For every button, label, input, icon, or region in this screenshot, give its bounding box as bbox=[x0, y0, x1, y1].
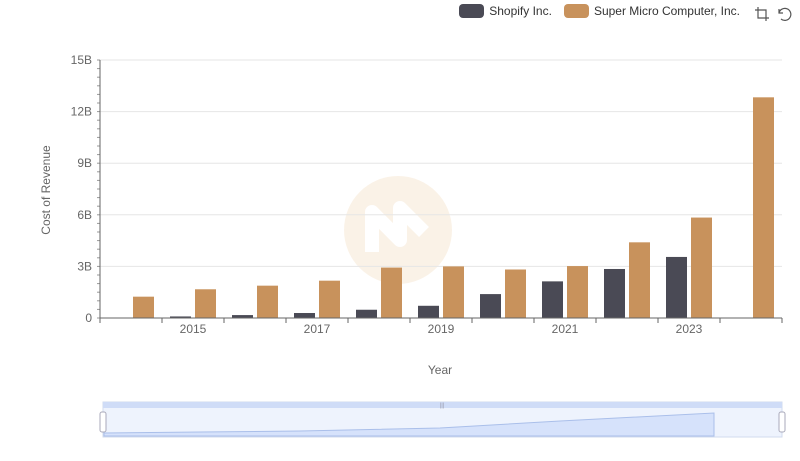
bar-super-micro-2020 bbox=[505, 269, 526, 318]
bar-shopify-2016 bbox=[232, 315, 253, 318]
watermark-logo bbox=[344, 176, 452, 284]
x-tick-label: 2021 bbox=[552, 322, 579, 336]
x-axis-title: Year bbox=[428, 363, 452, 377]
bar-super-micro-2014 bbox=[133, 296, 154, 318]
legend-label: Shopify Inc. bbox=[489, 4, 552, 18]
bar-shopify-2018 bbox=[356, 309, 377, 318]
y-tick-label: 12B bbox=[71, 105, 92, 119]
y-tick-label: 9B bbox=[77, 156, 92, 170]
y-tick-label: 3B bbox=[77, 259, 92, 273]
x-tick-label: 2017 bbox=[304, 322, 331, 336]
y-axis-title: Cost of Revenue bbox=[39, 145, 53, 235]
data-zoom-icon[interactable] bbox=[754, 6, 770, 22]
axes: 0 3B 6B 9B 12B 15B 2015 2017 2019 2021 2023 bbox=[71, 53, 783, 336]
slider-data-shadow bbox=[103, 412, 715, 437]
bar-super-micro-2017 bbox=[319, 280, 340, 318]
legend-item-super-micro[interactable]: Super Micro Computer, Inc. bbox=[563, 4, 740, 18]
slider-grip-icon[interactable]: ||| bbox=[440, 403, 445, 409]
y-tick-label: 15B bbox=[71, 53, 92, 67]
slider-handle-left[interactable] bbox=[99, 411, 107, 433]
bar-shopify-2022 bbox=[604, 268, 625, 318]
x-tick-label: 2019 bbox=[428, 322, 455, 336]
bar-shopify-2019 bbox=[418, 305, 439, 318]
bar-super-micro-2023 bbox=[691, 217, 712, 318]
bar-shopify-2015 bbox=[170, 316, 191, 318]
x-tick-label: 2015 bbox=[180, 322, 207, 336]
bar-super-micro-2022 bbox=[629, 242, 650, 318]
legend: Shopify Inc. Super Micro Computer, Inc. bbox=[459, 4, 740, 18]
bar-super-micro-2018 bbox=[381, 267, 402, 318]
gridlines bbox=[100, 59, 782, 267]
bar-shopify-2021 bbox=[542, 281, 563, 318]
slider-top-bar[interactable] bbox=[103, 402, 782, 408]
x-tick-label: 2023 bbox=[676, 322, 703, 336]
legend-swatch-shopify bbox=[459, 4, 485, 18]
legend-label: Super Micro Computer, Inc. bbox=[593, 4, 740, 18]
data-zoom-slider[interactable]: ||| bbox=[99, 401, 786, 438]
y-tick-label: 0 bbox=[85, 311, 92, 325]
bar-shopify-2023 bbox=[666, 256, 687, 318]
bar-shopify-2017 bbox=[294, 313, 315, 318]
restore-icon[interactable] bbox=[776, 6, 792, 22]
bar-super-micro-2016 bbox=[257, 285, 278, 318]
bar-shopify-2020 bbox=[480, 294, 501, 318]
legend-item-shopify[interactable]: Shopify Inc. bbox=[459, 4, 552, 18]
bar-super-micro-2015 bbox=[195, 289, 216, 318]
bars bbox=[133, 97, 774, 318]
slider-handle-right[interactable] bbox=[778, 411, 786, 433]
toolbox bbox=[754, 6, 792, 22]
legend-swatch-super-micro bbox=[563, 4, 589, 18]
bar-super-micro-2021 bbox=[567, 266, 588, 318]
y-tick-label: 6B bbox=[77, 208, 92, 222]
bar-super-micro-2019 bbox=[443, 266, 464, 318]
bar-super-micro-2024 bbox=[753, 97, 774, 318]
